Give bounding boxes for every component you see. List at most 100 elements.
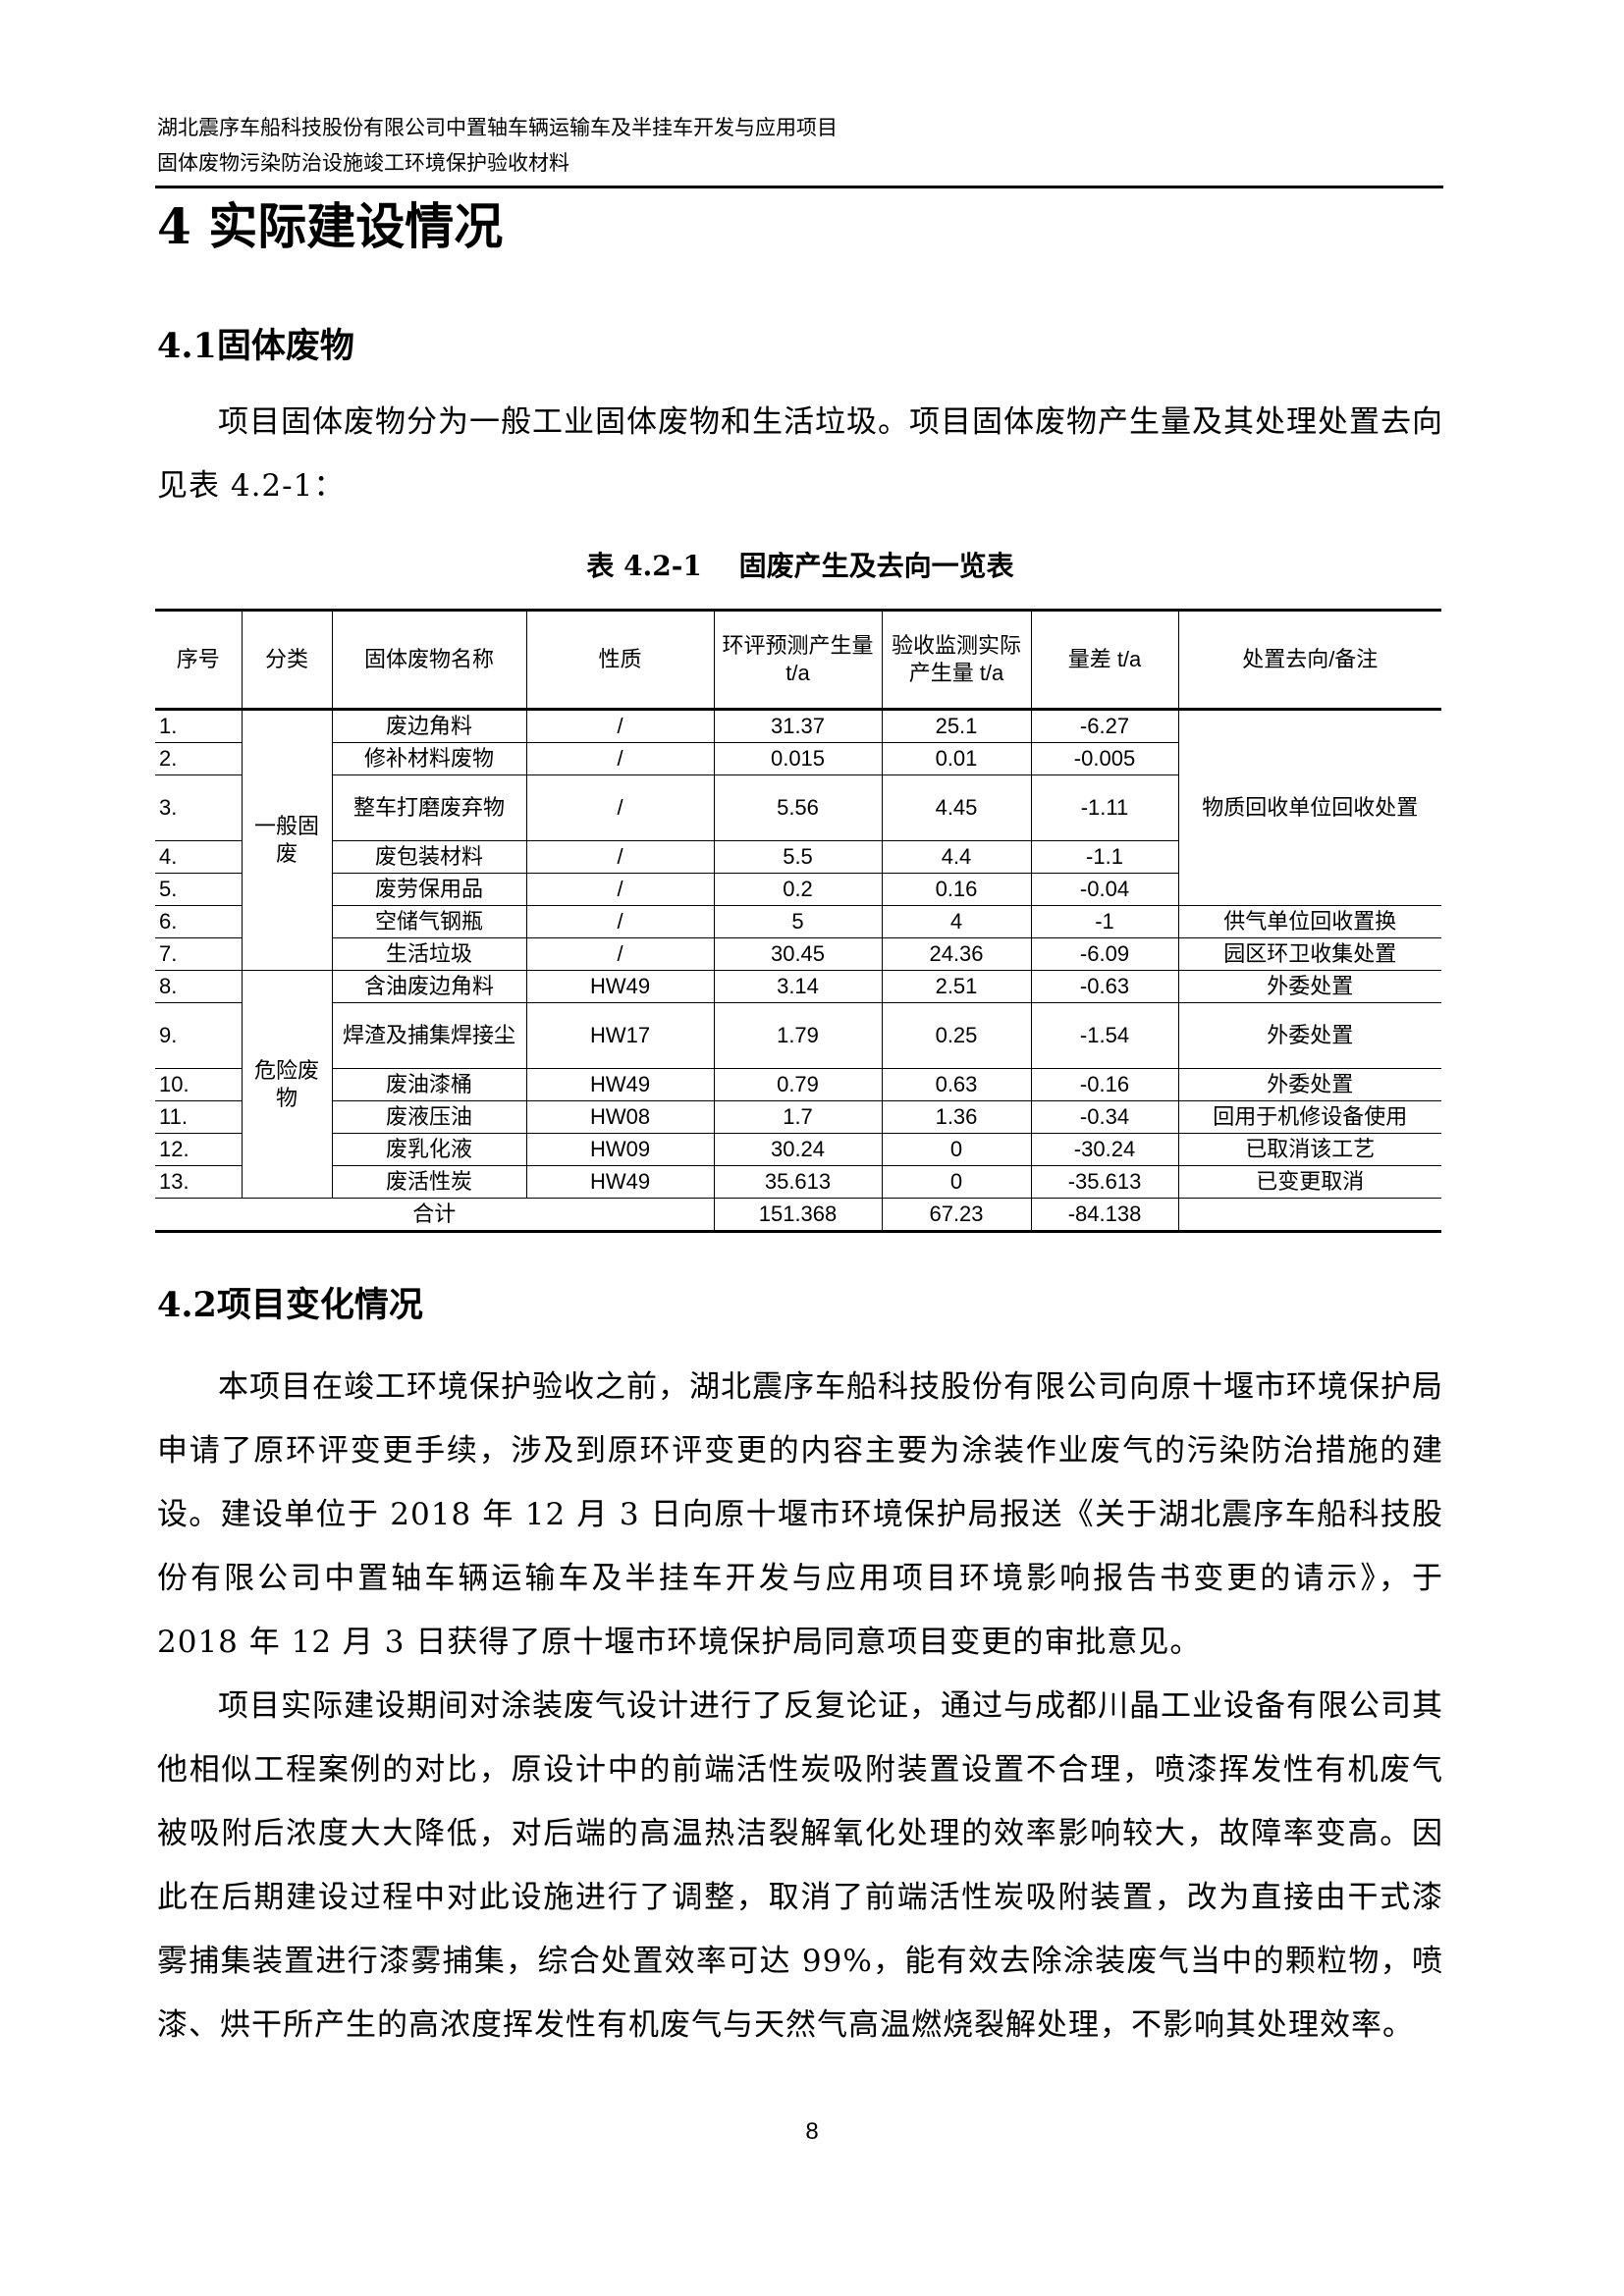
waste-nature: HW17: [525, 1002, 715, 1069]
disposal: 回用于机修设备使用: [1177, 1100, 1441, 1134]
row-number: 7.: [155, 937, 243, 971]
header-line-2: 固体废物污染防治设施竣工环境保护验收材料: [157, 151, 569, 175]
predicted-amount: 5: [713, 905, 883, 938]
chapter-title: 4 实际建设情况: [157, 197, 504, 255]
amount-difference: -6.27: [1030, 709, 1179, 743]
actual-amount: 25.1: [881, 709, 1032, 743]
total-actual: 67.23: [881, 1198, 1032, 1232]
table-row: 7. 生活垃圾/30.45 24.36 -6.09 园区环卫收集处置: [155, 937, 1441, 971]
actual-amount: 4.45: [881, 774, 1032, 841]
table-row: 5. 废劳保用品/0.2 0.16 -0.04: [155, 873, 1441, 906]
header-line-1: 湖北震序车船科技股份有限公司中置轴车辆运输车及半挂车开发与应用项目: [157, 116, 838, 139]
table-row: 1. 一般固废 废边角料/31.37 25.1 -6.27 物质回收单位回收处置: [155, 709, 1441, 971]
amount-difference: -0.04: [1030, 873, 1178, 906]
section-4-1-title: 4.1固体废物: [157, 326, 354, 366]
amount-difference: -30.24: [1030, 1133, 1179, 1166]
page-number: 8: [805, 2118, 819, 2145]
row-number: 12.: [155, 1133, 243, 1166]
row-number: 13.: [155, 1165, 243, 1199]
predicted-amount: 0.015: [713, 742, 883, 775]
column-header-predicted: 环评预测产生量 t/a: [713, 610, 883, 711]
waste-name: 生活垃圾: [331, 937, 527, 971]
predicted-amount: 1.7: [713, 1100, 883, 1134]
waste-nature: HW08: [525, 1100, 715, 1134]
total-disposal: [1177, 1198, 1441, 1232]
waste-nature: /: [525, 840, 715, 874]
table-caption: 表 4.2-1 固废产生及去向一览表: [586, 550, 1014, 582]
table-row: 8. 危险废物 含油废边角料 HW49 3.14 2.51 -0.63 外委处置: [155, 970, 1441, 1199]
predicted-amount: 5.56: [713, 774, 883, 841]
table-row: 6. 空储气钢瓶/5 4 -1 供气单位回收置换: [155, 905, 1441, 938]
waste-nature: /: [525, 709, 715, 743]
table-row: 9. 焊渣及捕集焊接尘 HW17 1.79 0.25 -1.54 外委处置: [155, 1002, 1441, 1069]
amount-difference: -0.16: [1030, 1068, 1179, 1101]
row-number: 9.: [155, 1002, 243, 1069]
predicted-amount: 5.5: [713, 840, 883, 874]
amount-difference: -6.09: [1030, 937, 1179, 971]
table-row: 4. 废包装材料/5.5 4.4 -1.1: [155, 840, 1441, 874]
waste-name: 废活性炭: [331, 1165, 527, 1199]
table-row: 10. 废油漆桶 HW49 0.79 0.63 -0.16 外委处置: [155, 1068, 1441, 1101]
amount-difference: -0.34: [1030, 1100, 1179, 1134]
actual-amount: 0: [881, 1133, 1032, 1166]
waste-name: 废油漆桶: [331, 1068, 527, 1101]
predicted-amount: 1.79: [713, 1002, 883, 1069]
category-general: 一般固废: [241, 709, 333, 971]
predicted-amount: 35.613: [713, 1165, 883, 1199]
waste-nature: /: [525, 774, 715, 841]
column-header-actual: 验收监测实际产生量 t/a: [881, 610, 1032, 711]
waste-name: 含油废边角料: [331, 970, 527, 1003]
column-header-category: 分类: [241, 610, 333, 711]
section-4-1-paragraph: 项目固体废物分为一般工业固体废物和生活垃圾。项目固体废物产生量及其处理处置去向见…: [157, 404, 1443, 504]
amount-difference: -1.1: [1030, 840, 1178, 874]
actual-amount: 0.25: [881, 1002, 1032, 1069]
table-row: 13. 废活性炭 HW49 35.613 0 -35.613 已变更取消: [155, 1165, 1441, 1199]
waste-nature: HW49: [525, 1165, 715, 1199]
disposal: 已变更取消: [1177, 1165, 1441, 1199]
disposal: 园区环卫收集处置: [1177, 937, 1441, 971]
disposal: 外委处置: [1177, 1002, 1441, 1069]
actual-amount: 2.51: [881, 970, 1032, 1003]
total-diff: -84.138: [1030, 1198, 1179, 1232]
amount-difference: -1: [1030, 905, 1179, 938]
waste-nature: HW09: [525, 1133, 715, 1166]
amount-difference: -1.11: [1030, 774, 1178, 841]
amount-difference: -35.613: [1030, 1165, 1179, 1199]
solid-waste-table: 序号 分类 固体废物名称 性质 环评预测产生量 t/a 验收监测实际产生量 t/a 量差 t…: [155, 609, 1441, 1233]
actual-amount: 4: [881, 905, 1032, 938]
section-4-2-paragraph-2: 项目实际建设期间对涂装废气设计进行了反复论证，通过与成都川晶工业设备有限公司其他…: [157, 1688, 1443, 2043]
waste-name: 废乳化液: [331, 1133, 527, 1166]
actual-amount: 0.01: [881, 742, 1032, 775]
actual-amount: 24.36: [881, 937, 1032, 971]
row-number: 2.: [155, 742, 243, 775]
predicted-amount: 0.79: [713, 1068, 883, 1101]
row-number: 3.: [155, 774, 243, 841]
row-number: 10.: [155, 1068, 243, 1101]
waste-nature: /: [525, 873, 715, 906]
header-rule: [155, 186, 1443, 188]
amount-difference: -0.63: [1030, 970, 1179, 1003]
table-total-row: 合计 151.368 67.23 -84.138: [155, 1198, 1441, 1232]
section-4-2-paragraph-1: 本项目在竣工环境保护验收之前，湖北震序车船科技股份有限公司向原十堰市环境保护局申…: [157, 1369, 1443, 1660]
disposal: 外委处置: [1177, 970, 1441, 1003]
waste-name: 废包装材料: [331, 840, 527, 874]
row-number: 4.: [155, 840, 243, 874]
row-number: 5.: [155, 873, 243, 906]
waste-name: 废液压油: [331, 1100, 527, 1134]
predicted-amount: 3.14: [713, 970, 883, 1003]
actual-amount: 0.16: [881, 873, 1032, 906]
waste-nature: HW49: [525, 970, 715, 1003]
row-number: 1.: [155, 709, 243, 743]
waste-nature: /: [525, 937, 715, 971]
predicted-amount: 30.24: [713, 1133, 883, 1166]
total-predicted: 151.368: [713, 1198, 883, 1232]
waste-name: 废边角料: [331, 709, 527, 743]
column-header-name: 固体废物名称: [331, 610, 527, 711]
predicted-amount: 0.2: [713, 873, 883, 906]
predicted-amount: 31.37: [713, 709, 883, 743]
amount-difference: -0.005: [1030, 742, 1178, 775]
running-header: 湖北震序车船科技股份有限公司中置轴车辆运输车及半挂车开发与应用项目 固体废物污染…: [157, 110, 838, 181]
actual-amount: 4.4: [881, 840, 1032, 874]
column-header-diff: 量差 t/a: [1030, 610, 1179, 711]
actual-amount: 0: [881, 1165, 1032, 1199]
